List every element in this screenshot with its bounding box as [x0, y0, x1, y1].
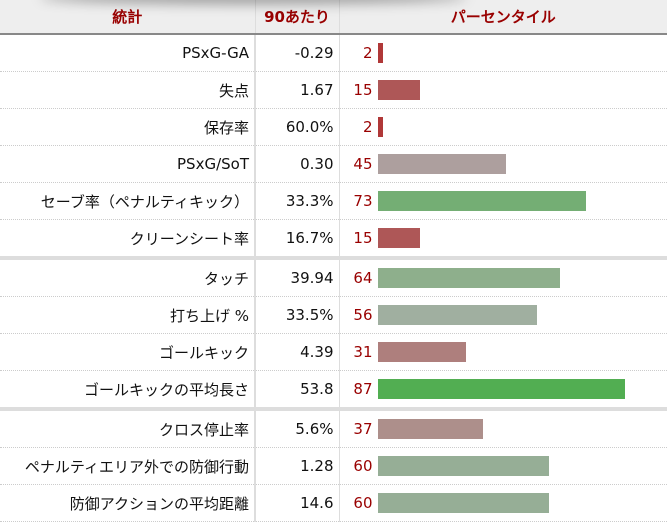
percentile-cell: 31 [338, 333, 667, 371]
percentile-cell: 2 [338, 34, 667, 72]
header-percentile[interactable]: パーセンタイル [338, 0, 667, 35]
table-row: 防御アクションの平均距離 14.6 60 [0, 484, 667, 522]
per90-value: 4.39 [254, 333, 339, 371]
header-stat[interactable]: 統計 [0, 0, 255, 35]
percentile-value: 60 [353, 494, 373, 512]
per90-value: 5.6% [254, 409, 339, 448]
percentile-bar [377, 80, 421, 100]
table-row: 失点 1.67 15 [0, 71, 667, 109]
percentile-cell: 15 [338, 219, 667, 260]
percentile-bar [377, 419, 483, 439]
percentile-cell: 64 [338, 258, 667, 297]
per90-value: 60.0% [254, 108, 339, 146]
table-row: ゴールキック 4.39 31 [0, 333, 667, 371]
per90-value: 39.94 [254, 258, 339, 297]
table-row: 打ち上げ % 33.5% 56 [0, 296, 667, 334]
table-row: タッチ 39.94 64 [0, 258, 667, 297]
header-per90[interactable]: 90あたり [254, 0, 339, 35]
per90-value: -0.29 [254, 34, 339, 72]
table-row: クロス停止率 5.6% 37 [0, 409, 667, 448]
stat-name: 打ち上げ % [0, 296, 255, 334]
stat-name: PSxG/SoT [0, 145, 255, 183]
percentile-bar [377, 117, 384, 137]
table-row: セーブ率（ペナルティキック） 33.3% 73 [0, 182, 667, 220]
percentile-cell: 87 [338, 370, 667, 411]
per90-value: 33.5% [254, 296, 339, 334]
per90-value: 1.67 [254, 71, 339, 109]
stat-name: ペナルティエリア外での防御行動 [0, 447, 255, 485]
percentile-value: 45 [353, 155, 373, 173]
percentile-value: 64 [353, 269, 373, 287]
percentile-bar [377, 493, 549, 513]
stat-name: クリーンシート率 [0, 219, 255, 260]
per90-value: 33.3% [254, 182, 339, 220]
table-row: PSxG/SoT 0.30 45 [0, 145, 667, 183]
stat-name: ゴールキックの平均長さ [0, 370, 255, 411]
per90-value: 14.6 [254, 484, 339, 522]
percentile-bar [377, 379, 626, 399]
stat-name: 保存率 [0, 108, 255, 146]
per90-value: 16.7% [254, 219, 339, 260]
stat-name: セーブ率（ペナルティキック） [0, 182, 255, 220]
percentile-bar [377, 43, 384, 63]
percentile-value: 15 [353, 229, 373, 247]
per90-value: 1.28 [254, 447, 339, 485]
percentile-cell: 73 [338, 182, 667, 220]
stat-name: タッチ [0, 258, 255, 297]
stat-name: 防御アクションの平均距離 [0, 484, 255, 522]
percentile-bar [377, 456, 549, 476]
percentile-cell: 15 [338, 71, 667, 109]
percentile-bar [377, 228, 421, 248]
table-row: クリーンシート率 16.7% 15 [0, 219, 667, 260]
percentile-cell: 2 [338, 108, 667, 146]
percentile-bar [377, 268, 560, 288]
percentile-value: 15 [353, 81, 373, 99]
per90-value: 53.8 [254, 370, 339, 411]
percentile-value: 60 [353, 457, 373, 475]
percentile-bar [377, 342, 466, 362]
percentile-value: 37 [353, 420, 373, 438]
percentile-cell: 37 [338, 409, 667, 448]
table-row: ゴールキックの平均長さ 53.8 87 [0, 370, 667, 411]
table-row: ペナルティエリア外での防御行動 1.28 60 [0, 447, 667, 485]
percentile-bar [377, 191, 586, 211]
percentile-value: 31 [353, 343, 373, 361]
stat-name: PSxG-GA [0, 34, 255, 72]
table-body: PSxG-GA -0.29 2 失点 1.67 15 保存率 60.0% 2 PSxG/SoT 0.… [0, 34, 667, 522]
percentile-cell: 56 [338, 296, 667, 334]
percentile-cell: 60 [338, 484, 667, 522]
percentile-value: 2 [362, 118, 373, 136]
percentile-value: 87 [353, 380, 373, 398]
percentile-value: 73 [353, 192, 373, 210]
percentile-bar [377, 305, 538, 325]
percentile-cell: 60 [338, 447, 667, 485]
stat-name: ゴールキック [0, 333, 255, 371]
stat-name: クロス停止率 [0, 409, 255, 448]
table-row: PSxG-GA -0.29 2 [0, 34, 667, 72]
table-row: 保存率 60.0% 2 [0, 108, 667, 146]
percentile-bar [377, 154, 506, 174]
header-row: 統計 90あたり パーセンタイル [0, 0, 667, 35]
percentile-value: 2 [362, 44, 373, 62]
percentile-cell: 45 [338, 145, 667, 183]
percentile-value: 56 [353, 306, 373, 324]
stat-name: 失点 [0, 71, 255, 109]
per90-value: 0.30 [254, 145, 339, 183]
